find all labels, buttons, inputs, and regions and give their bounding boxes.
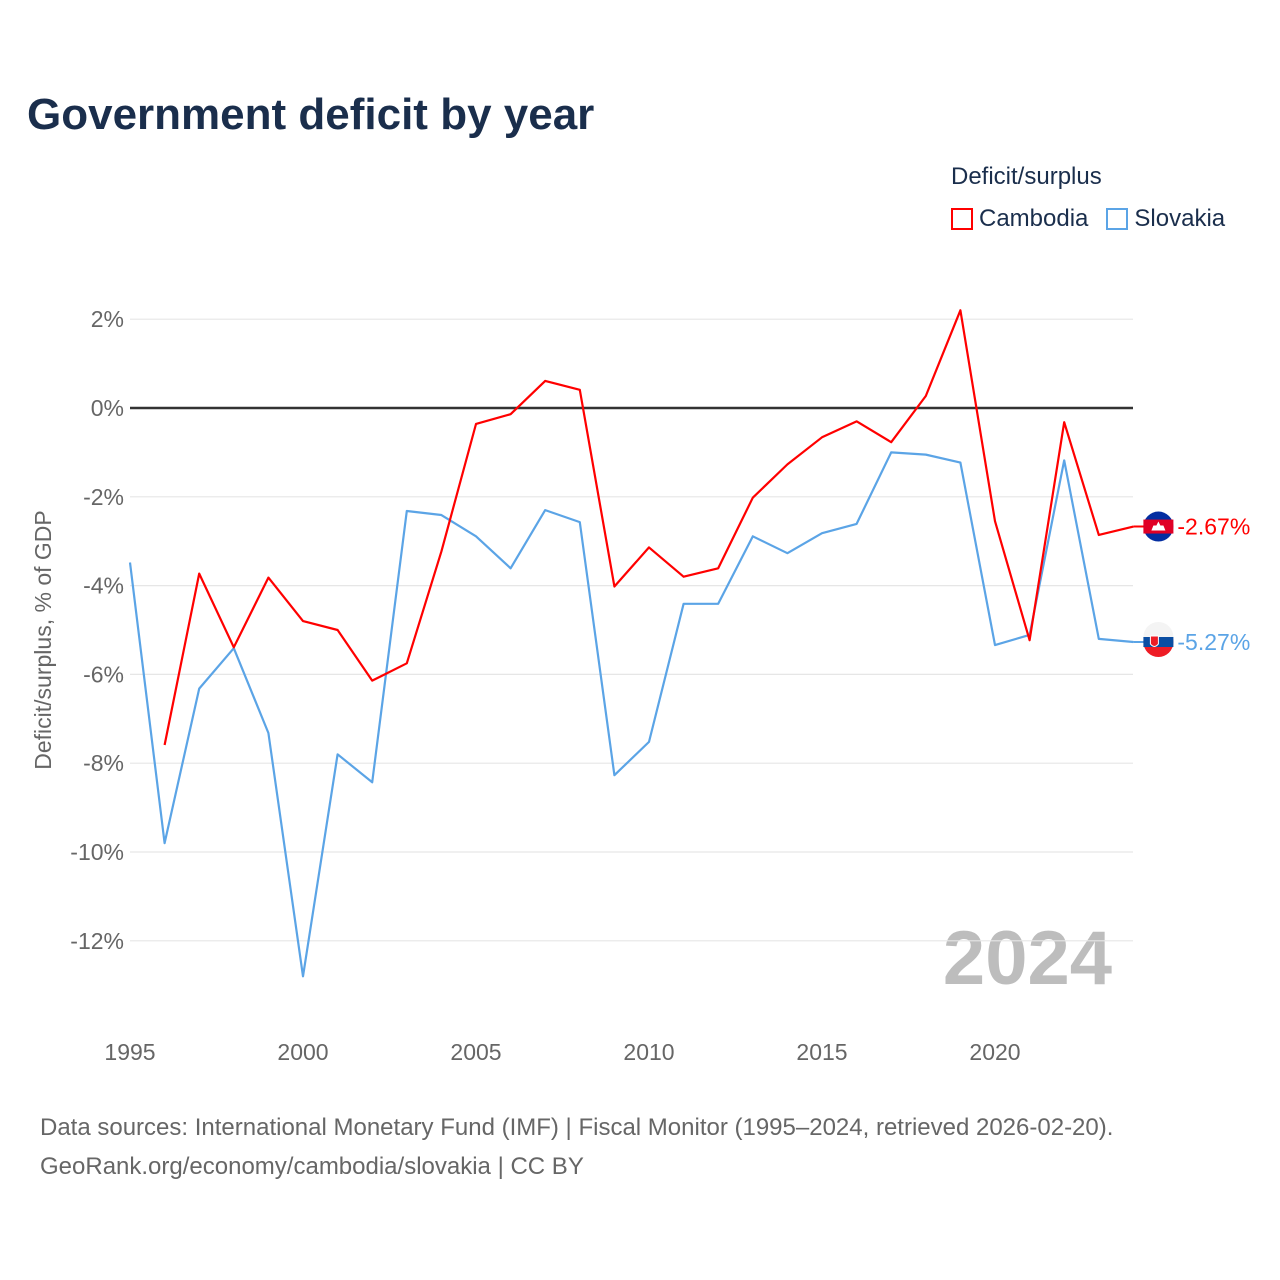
x-tick-label: 2015 — [796, 1039, 847, 1065]
chart-title: Government deficit by year — [27, 90, 595, 139]
y-tick-label: -2% — [83, 484, 124, 510]
source-note: Data sources: International Monetary Fun… — [40, 1108, 1113, 1186]
y-tick-label: -4% — [83, 573, 124, 599]
flag-temple — [1151, 521, 1166, 531]
legend-swatch — [1106, 208, 1129, 230]
y-tick-label: -6% — [83, 661, 124, 687]
legend-item-slovakia[interactable]: Slovakia — [1106, 205, 1225, 233]
y-tick-label: -8% — [83, 750, 124, 776]
y-tick-label: 2% — [91, 306, 124, 332]
x-tick-label: 2010 — [623, 1039, 674, 1065]
x-tick-label: 1995 — [104, 1039, 155, 1065]
year-watermark: 2024 — [943, 916, 1112, 1001]
x-tick-label: 2000 — [277, 1039, 328, 1065]
flag-stripe — [1143, 621, 1174, 637]
flag-shield — [1149, 635, 1159, 647]
y-tick-label: -12% — [70, 928, 124, 954]
x-tick-label: 2020 — [969, 1039, 1020, 1065]
legend-swatch — [951, 208, 973, 230]
source-line-1: Data sources: International Monetary Fun… — [40, 1114, 1114, 1141]
end-value-label: -5.27% — [1177, 629, 1250, 655]
source-line-2[interactable]: GeoRank.org/economy/cambodia/slovakia | … — [40, 1153, 584, 1180]
legend: Cambodia Slovakia — [951, 205, 1225, 233]
series-line-slovakia — [128, 451, 1134, 978]
series-line-cambodia — [163, 309, 1134, 746]
x-tick-label: 2005 — [450, 1039, 501, 1065]
legend-title: Deficit/surplus — [951, 163, 1102, 190]
legend-label: Cambodia — [979, 205, 1089, 232]
y-tick-label: -10% — [70, 839, 124, 865]
end-value-label: -2.67% — [1177, 514, 1250, 540]
legend-item-cambodia[interactable]: Cambodia — [951, 205, 1088, 233]
y-axis-label: Deficit/surplus, % of GDP — [30, 510, 56, 769]
legend-label: Slovakia — [1134, 205, 1226, 232]
y-tick-label: 0% — [91, 395, 124, 421]
